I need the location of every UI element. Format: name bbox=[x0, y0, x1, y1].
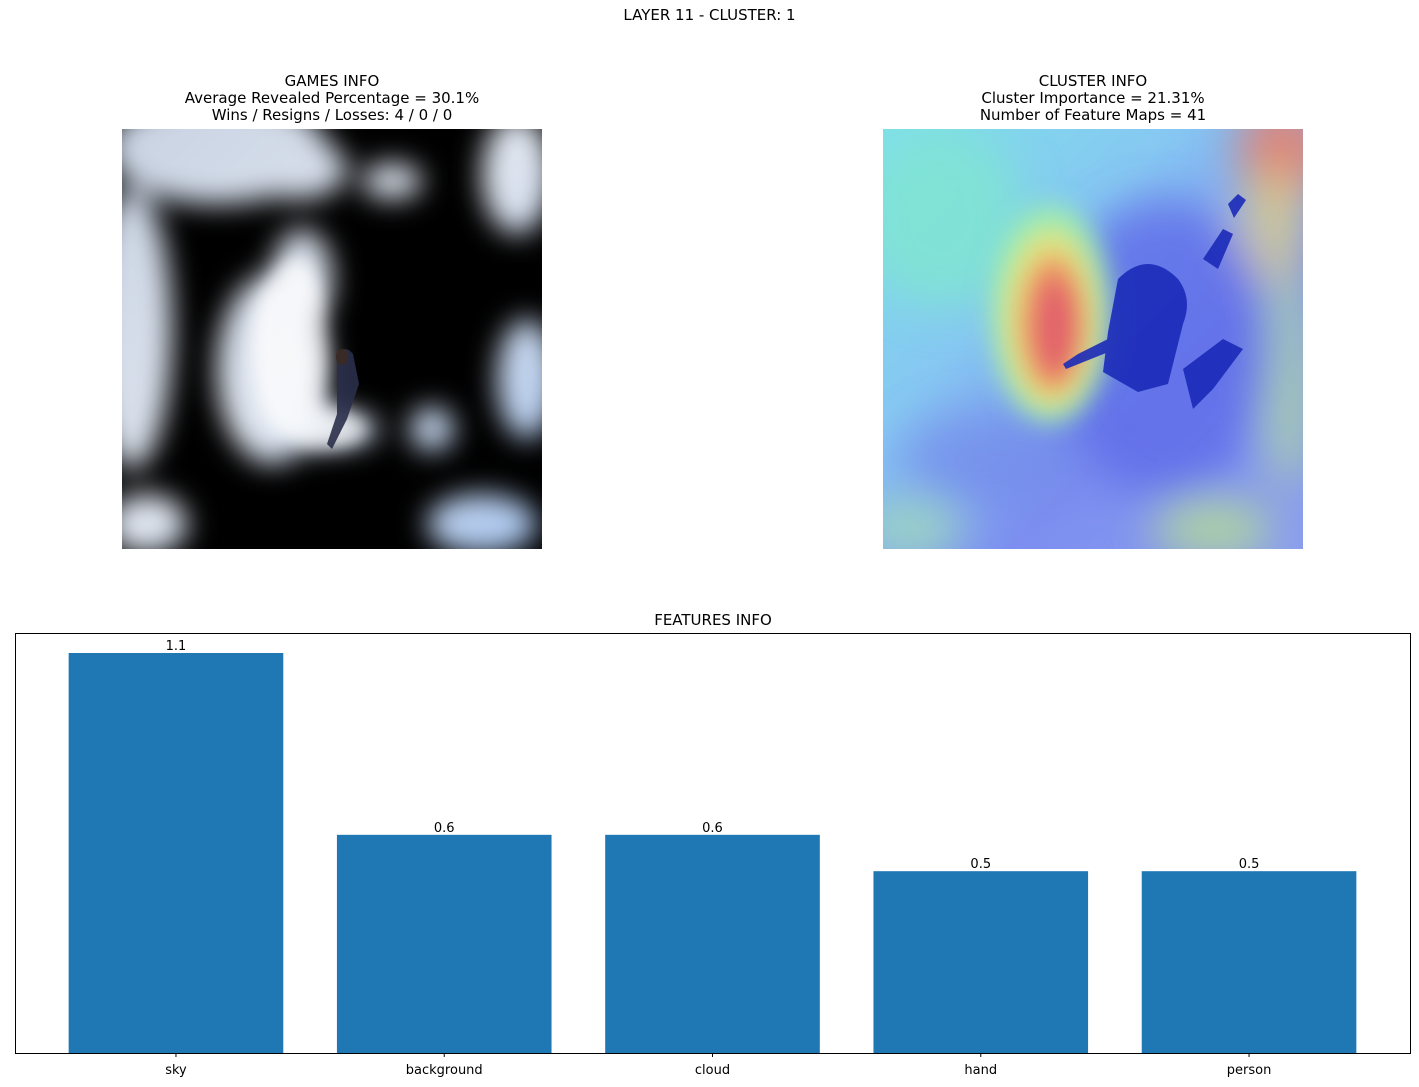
x-tick-label-background: background bbox=[406, 1063, 483, 1078]
number-of-feature-maps: Number of Feature Maps = 41 bbox=[979, 106, 1207, 124]
figure-title: LAYER 11 - CLUSTER: 1 bbox=[623, 6, 796, 24]
bar-hand bbox=[873, 871, 1089, 1053]
value-label-person: 0.5 bbox=[1239, 857, 1260, 872]
value-label-cloud: 0.6 bbox=[702, 821, 723, 836]
x-tick-label-hand: hand bbox=[964, 1063, 997, 1078]
wins-resigns-losses: Wins / Resigns / Losses: 4 / 0 / 0 bbox=[211, 106, 453, 124]
games-info-heading: GAMES INFO bbox=[284, 72, 380, 90]
bar-cloud bbox=[605, 834, 820, 1053]
x-tick-label-sky: sky bbox=[165, 1063, 187, 1078]
features-info-title: FEATURES INFO bbox=[654, 611, 772, 629]
value-label-hand: 0.5 bbox=[970, 857, 991, 872]
bar-person bbox=[1141, 871, 1357, 1053]
bar-background bbox=[336, 834, 552, 1053]
cluster-info-title: CLUSTER INFO Cluster Importance = 21.31%… bbox=[883, 73, 1303, 124]
bar-sky bbox=[68, 653, 284, 1053]
value-label-background: 0.6 bbox=[434, 821, 455, 836]
x-tick-label-cloud: cloud bbox=[695, 1063, 730, 1078]
value-label-sky: 1.1 bbox=[166, 639, 187, 654]
revealed-mask-image bbox=[122, 129, 542, 549]
cluster-heatmap-image bbox=[883, 129, 1303, 549]
average-revealed-percentage: Average Revealed Percentage = 30.1% bbox=[184, 89, 480, 107]
cluster-importance: Cluster Importance = 21.31% bbox=[981, 89, 1205, 107]
cluster-info-heading: CLUSTER INFO bbox=[1038, 72, 1148, 90]
x-tick-label-person: person bbox=[1227, 1063, 1272, 1078]
games-info-title: GAMES INFO Average Revealed Percentage =… bbox=[122, 73, 542, 124]
